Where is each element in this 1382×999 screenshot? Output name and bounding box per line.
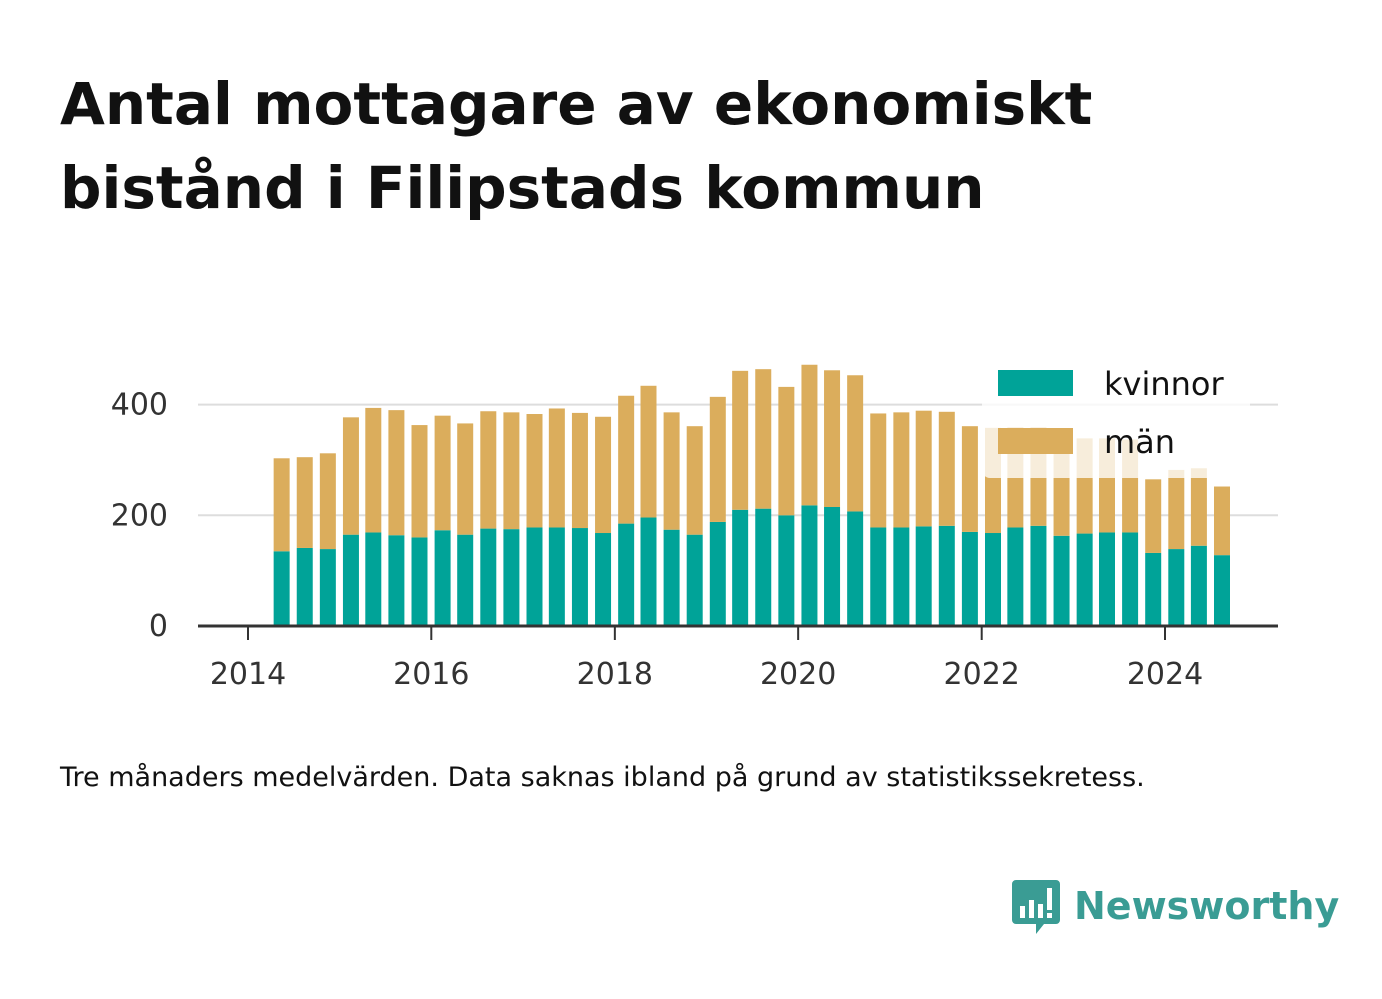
- bar-kvinnor: [1190, 545, 1207, 626]
- bar-kvinnor: [938, 525, 955, 626]
- bar-man: [915, 410, 932, 527]
- bar-man: [503, 412, 520, 530]
- legend-swatch-kvinnor: [998, 370, 1073, 396]
- bar-man: [365, 407, 382, 533]
- bar-kvinnor: [1098, 532, 1115, 626]
- bar-kvinnor: [273, 551, 290, 626]
- bar-kvinnor: [961, 531, 978, 626]
- brand-logo: Newsworthy: [1010, 876, 1339, 936]
- bar-man: [457, 423, 474, 535]
- bar-kvinnor: [1168, 549, 1185, 626]
- axes: 0 200 400 2014 2016 2018 2020 2022 2024: [111, 388, 1278, 692]
- bar-kvinnor: [595, 533, 612, 626]
- bar-kvinnor: [434, 530, 451, 626]
- x-tick-label: 2018: [577, 657, 653, 692]
- bar-man: [961, 426, 978, 532]
- bar-man: [755, 369, 772, 509]
- bar-man: [273, 458, 290, 552]
- bar-man: [1213, 486, 1230, 556]
- bar-man: [1168, 469, 1185, 550]
- legend-swatch-man: [998, 428, 1073, 454]
- bar-man: [618, 395, 635, 524]
- bar-kvinnor: [915, 526, 932, 626]
- legend-label-man: män: [1104, 423, 1175, 461]
- bar-man: [778, 386, 795, 516]
- newsworthy-logo-icon: [1012, 880, 1060, 934]
- bar-kvinnor: [1145, 552, 1162, 626]
- bar-man: [801, 364, 818, 506]
- bar-kvinnor: [1030, 525, 1047, 626]
- bar-man: [732, 370, 749, 510]
- bar-kvinnor: [640, 517, 657, 626]
- bar-kvinnor: [755, 508, 772, 626]
- bar-kvinnor: [388, 535, 405, 626]
- bar-kvinnor: [709, 521, 726, 626]
- bar-man: [870, 413, 887, 528]
- x-tick-label: 2022: [944, 657, 1020, 692]
- bar-kvinnor: [571, 528, 588, 626]
- bar-kvinnor: [319, 549, 336, 626]
- bar-kvinnor: [824, 506, 841, 626]
- bar-man: [1190, 468, 1207, 546]
- bar-kvinnor: [732, 509, 749, 626]
- legend: kvinnor män: [982, 352, 1250, 478]
- bars: [273, 364, 1230, 626]
- bar-man: [388, 410, 405, 536]
- bar-kvinnor: [1007, 527, 1024, 626]
- x-tick-label: 2024: [1127, 657, 1203, 692]
- bar-man: [824, 370, 841, 507]
- bar-kvinnor: [1213, 555, 1230, 626]
- bar-kvinnor: [480, 528, 497, 626]
- x-tick-label: 2014: [210, 657, 286, 692]
- y-tick-label: 0: [149, 609, 168, 644]
- bar-man: [434, 415, 451, 531]
- bar-kvinnor: [548, 527, 565, 626]
- bar-kvinnor: [984, 533, 1001, 626]
- bar-kvinnor: [870, 527, 887, 626]
- bar-kvinnor: [618, 523, 635, 626]
- bar-man: [548, 408, 565, 528]
- bar-man: [709, 396, 726, 522]
- bar-man: [571, 412, 588, 529]
- bar-man: [640, 385, 657, 518]
- x-tick-label: 2020: [760, 657, 836, 692]
- bar-kvinnor: [457, 534, 474, 626]
- bar-man: [663, 412, 680, 530]
- bar-kvinnor: [526, 527, 543, 626]
- bar-man: [480, 411, 497, 529]
- brand-name: Newsworthy: [1074, 884, 1340, 928]
- chart-title: Antal mottagare av ekonomiskt bistånd i …: [60, 70, 1093, 222]
- bar-kvinnor: [847, 511, 864, 626]
- bar-man: [319, 453, 336, 550]
- bar-kvinnor: [365, 532, 382, 626]
- bar-man: [1145, 479, 1162, 553]
- bar-kvinnor: [893, 527, 910, 626]
- y-tick-label: 400: [111, 388, 168, 423]
- bar-kvinnor: [663, 529, 680, 626]
- bar-man: [296, 457, 313, 548]
- bar-man: [411, 425, 428, 538]
- bar-kvinnor: [411, 537, 428, 626]
- legend-label-kvinnor: kvinnor: [1104, 365, 1225, 403]
- bar-man: [686, 426, 703, 535]
- bar-kvinnor: [1122, 532, 1139, 626]
- bar-kvinnor: [778, 515, 795, 626]
- bar-kvinnor: [1053, 535, 1070, 626]
- bar-man: [595, 416, 612, 534]
- y-tick-label: 200: [111, 498, 168, 533]
- x-tick-label: 2016: [393, 657, 469, 692]
- bar-kvinnor: [1076, 533, 1093, 626]
- bar-kvinnor: [801, 505, 818, 626]
- bar-kvinnor: [342, 534, 359, 626]
- bar-man: [526, 414, 543, 528]
- bar-man: [938, 411, 955, 526]
- bar-man: [847, 375, 864, 512]
- bar-man: [893, 412, 910, 528]
- bar-kvinnor: [686, 534, 703, 626]
- chart-footnote: Tre månaders medelvärden. Data saknas ib…: [60, 762, 1145, 793]
- bar-kvinnor: [296, 547, 313, 626]
- bar-man: [342, 417, 359, 535]
- bar-kvinnor: [503, 529, 520, 626]
